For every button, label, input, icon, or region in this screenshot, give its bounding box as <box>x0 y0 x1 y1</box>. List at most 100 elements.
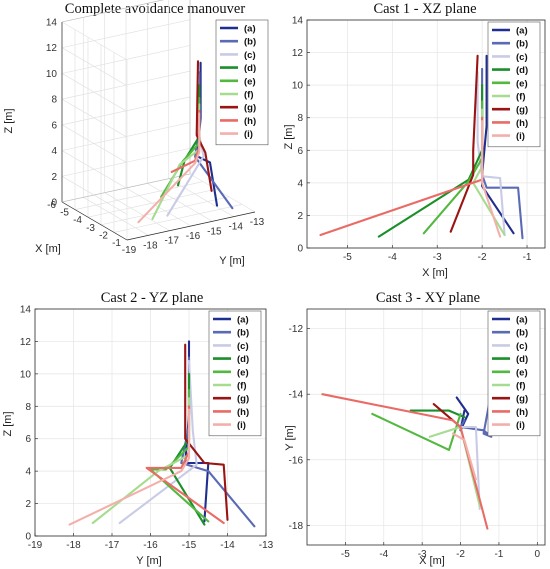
panel-title: Cast 2 - YZ plane <box>101 290 204 306</box>
legend: (a) (b) (c) (d) (e) (f) (g) (h) (i) <box>215 19 269 146</box>
x-tick-label: -4 <box>388 252 397 263</box>
legend: (a) (b) (c) (d) (e) (f) (g) (h) (i) <box>487 310 541 437</box>
plot-area <box>321 370 497 530</box>
y-tick-label: 8 <box>297 113 303 124</box>
x-tick-label: -18 <box>143 240 158 251</box>
z-tick-label: 14 <box>46 18 58 29</box>
x-tick-label: -2 <box>478 252 487 263</box>
x-axis-label: X [m] <box>422 267 448 279</box>
floor-gridline <box>168 178 234 217</box>
legend-label: (g) <box>516 394 528 405</box>
x-tick-label: -13 <box>250 217 265 228</box>
plot-area <box>319 54 524 240</box>
y-tick-label: 4 <box>25 467 31 478</box>
x-axis-label: X [m] <box>419 555 445 567</box>
legend-label: (g) <box>516 105 528 116</box>
legend-label: (b) <box>516 328 528 339</box>
plot-area <box>68 340 256 528</box>
y-tick-label: 6 <box>297 146 303 157</box>
axes-frame: -5 -4 -3 -2 -1 0 2 4 6 8 10 12 14 <box>292 16 546 263</box>
y-tick-label: 2 <box>25 499 31 510</box>
floor-gridline <box>100 196 230 226</box>
legend-label: (h) <box>516 407 528 418</box>
x-tick-label: -5 <box>343 252 352 263</box>
y-tick-label: 14 <box>20 305 32 316</box>
series-line-i <box>481 119 502 238</box>
x-tick-label: -3 <box>418 549 427 560</box>
legend-label: (i) <box>237 420 246 431</box>
wall-gridline <box>61 73 128 112</box>
panel-title: Complete avoidance manouver <box>65 1 246 17</box>
legend-label: (b) <box>516 39 528 50</box>
series-line-h <box>321 393 489 530</box>
y-axis-label: Y [m] <box>284 425 296 450</box>
panel-title: Cast 3 - XY plane <box>376 290 480 306</box>
series-line-e <box>371 412 462 451</box>
z-tick-label: 10 <box>46 69 58 80</box>
legend: (a) (b) (c) (d) (e) (f) (g) (h) (i) <box>487 21 541 148</box>
legend-label: (a) <box>516 315 528 326</box>
x-tick-label: -19 <box>28 540 43 551</box>
wall-gridline <box>61 47 128 87</box>
legend-label: (a) <box>516 26 528 37</box>
series-line-i <box>451 432 477 481</box>
y-tick-label: -4 <box>73 215 82 226</box>
axis-edge <box>61 173 191 203</box>
axis-edge <box>126 211 256 241</box>
y-tick-label: -3 <box>86 223 95 234</box>
legend-label: (b) <box>244 37 256 48</box>
y-tick-label: -18 <box>289 521 304 532</box>
x-tick-label: -2 <box>456 549 465 560</box>
x-tick-label: -3 <box>433 252 442 263</box>
panel-cast2-yz: Cast 2 - YZ plane -19 -18 -17 -16 -15 -14 -13 0… <box>2 290 274 567</box>
axis-edge <box>61 0 164 23</box>
y-axis-label: Z [m] <box>283 124 295 149</box>
y-tick-label: 0 <box>297 244 303 255</box>
legend-label: (e) <box>237 367 249 378</box>
axes-box <box>306 19 546 249</box>
panel-complete-avoidance: Complete avoidance manouver -19 -18 -17 -16… <box>3 0 269 267</box>
legend-label: (i) <box>516 420 525 431</box>
legend-label: (c) <box>237 341 249 352</box>
legend-label: (b) <box>237 328 249 339</box>
y-tick-label: 12 <box>20 337 32 348</box>
floor-gridline <box>147 183 213 222</box>
y-tick-label: 8 <box>25 402 31 413</box>
legend-label: (i) <box>516 131 525 142</box>
series-line-g <box>449 54 479 233</box>
x-tick-label: 0 <box>535 549 541 560</box>
wall-gridline <box>61 98 128 138</box>
floor-gridline <box>83 197 149 236</box>
y-tick-label: 4 <box>297 178 303 189</box>
panel-cast1-xz: Cast 1 - XZ plane -5 -4 -3 -2 -102468101214 … <box>283 1 546 279</box>
y-tick-label: -1 <box>112 238 121 249</box>
series-line-b <box>459 370 497 438</box>
series-line-i <box>137 112 201 224</box>
wall-gridline <box>61 19 191 49</box>
x-tick-label: -13 <box>259 540 274 551</box>
legend-label: (a) <box>237 315 249 326</box>
y-tick-label: -12 <box>289 324 304 335</box>
wall-gridline <box>61 175 128 215</box>
y-tick-label: 14 <box>292 16 304 27</box>
series-line-g <box>184 343 229 521</box>
legend-label: (g) <box>244 103 256 114</box>
z-tick-label: 4 <box>51 146 57 157</box>
legend-label: (d) <box>237 354 249 365</box>
legend-label: (f) <box>244 90 254 101</box>
legend-label: (h) <box>237 407 249 418</box>
legend-label: (h) <box>244 116 256 127</box>
x-axis-label: Y [m] <box>219 255 244 267</box>
legend-label: (d) <box>244 63 256 74</box>
legend-label: (c) <box>516 341 528 352</box>
y-tick-label: 6 <box>25 434 31 445</box>
x-tick-label: -4 <box>379 549 388 560</box>
wall-gridline <box>61 150 128 189</box>
legend-label: (f) <box>516 92 526 103</box>
axis-edge <box>61 201 128 241</box>
z-tick-label: 0 <box>51 198 57 209</box>
x-tick-label: -14 <box>228 222 243 233</box>
legend-label: (f) <box>516 381 526 392</box>
legend-label: (h) <box>516 118 528 129</box>
